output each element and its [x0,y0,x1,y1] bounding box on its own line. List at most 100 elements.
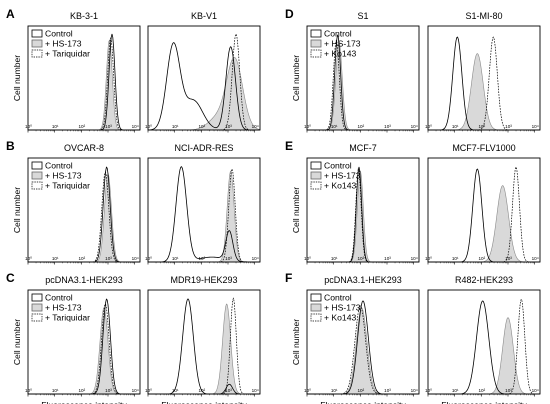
plot-frame [147,25,261,131]
histogram-panel-nci-adr-res: NCI-ADR-RES 10⁰ 10¹ 10² 10³ 10⁴ [145,143,261,265]
x-tick-label: 10⁰ [425,388,432,393]
x-tick-label: 10⁴ [532,256,539,261]
legend-label: + HS-173 [324,171,361,181]
legend-label: Control [45,293,73,303]
x-tick-label: 10⁴ [252,124,259,129]
x-tick-label: 10¹ [331,256,338,261]
legend-label: + HS-173 [324,39,361,49]
x-tick-label: 10² [199,256,206,261]
histogram-panel-mcf-7: MCF-7 10⁰ 10¹ 10² 10³ 10⁴ Control+ HS-173+ Ko1… [304,143,420,265]
legend-swatch-control [310,293,322,302]
x-tick-label: 10⁴ [132,256,139,261]
legend-label: + Ko143 [324,313,356,323]
histogram-panel-kb-v1: KB-V1 10⁰ 10¹ 10² 10³ 10⁴ [145,11,261,133]
legend-swatch-hs-173 [310,39,322,48]
legend-swatch-hs-173 [31,171,43,180]
x-tick-label: 10⁰ [145,256,152,261]
x-tick-label: 10³ [225,256,232,261]
panel-title: S1-MI-80 [465,11,502,21]
legend-swatch-tariquidar [31,49,43,58]
x-tick-label: 10² [479,388,486,393]
legend: Control+ HS-173+ Tariquidar [31,293,90,323]
legend: Control+ HS-173+ Tariquidar [31,161,90,191]
plot-frame [147,157,261,263]
x-tick-label: 10⁴ [132,388,139,393]
histogram-panel-mcf7-flv1000: MCF7-FLV1000 10⁰ 10¹ 10² 10³ 10⁴ [425,143,541,265]
plot-frame [427,25,541,131]
legend-swatch-control [310,29,322,38]
x-tick-label: 10⁰ [304,256,311,261]
plot-frame [27,157,141,263]
x-tick-label: 10⁴ [532,124,539,129]
histogram-panel-ovcar-8: OVCAR-8 10⁰ 10¹ 10² 10³ 10⁴ Control+ HS-173+ T… [25,143,141,265]
x-tick-label: 10⁴ [252,388,259,393]
x-tick-label: 10⁰ [145,124,152,129]
plot-frame [427,289,541,395]
legend-label: + HS-173 [45,171,82,181]
x-tick-label: 10³ [505,388,512,393]
series-control [148,166,260,263]
panel-title: NCI-ADR-RES [174,143,233,153]
panel-group-f: F Cell number pcDNA3.1-HEK293 10⁰ 10¹ 10² 10³ 1… [285,271,541,404]
x-tick-label: 10⁴ [411,388,418,393]
panel-title: MCF-7 [349,143,377,153]
x-tick-label: 10² [199,124,206,129]
legend-swatch-control [31,29,43,38]
x-tick-label: 10³ [384,388,391,393]
panel-group-b: B Cell number OVCAR-8 10⁰ 10¹ 10² 10³ 10⁴ Contro… [6,139,261,265]
x-tick-label: 10⁰ [425,124,432,129]
x-tick-label: 10² [79,388,86,393]
legend-swatch-tariquidar [31,313,43,322]
plot-frame [306,289,420,395]
y-axis-label: Cell number [291,187,301,233]
legend-swatch-hs-173 [31,39,43,48]
legend: Control+ HS-173+ Tariquidar [31,29,90,59]
x-tick-label: 10⁰ [304,388,311,393]
x-tick-label: 10³ [505,256,512,261]
panel-title: OVCAR-8 [64,143,104,153]
series-control [147,42,260,131]
y-axis-label: Cell number [291,319,301,365]
panel-letter: C [6,271,15,285]
legend-label: + Ko143 [324,181,356,191]
legend-swatch-hs-173 [310,303,322,312]
panel-title: pcDNA3.1-HEK293 [45,275,123,285]
legend-swatch-control [31,293,43,302]
x-tick-label: 10⁰ [304,124,311,129]
x-tick-label: 10¹ [331,388,338,393]
plot-frame [147,289,261,395]
x-tick-label: 10⁴ [132,124,139,129]
x-tick-label: 10¹ [172,256,179,261]
panel-letter: A [6,7,15,21]
histogram-panel-mdr19-hek293: MDR19-HEK293 10⁰ 10¹ 10² 10³ 10⁴ Fluorescence … [145,275,261,404]
x-tick-label: 10¹ [52,256,59,261]
panel-letter: D [285,7,294,21]
histogram-panel-s1: S1 10⁰ 10¹ 10² 10³ 10⁴ Control+ HS-173+ Ko143 [304,11,420,133]
legend-label: + HS-173 [45,39,82,49]
x-tick-label: 10⁴ [411,256,418,261]
x-tick-label: 10⁴ [532,388,539,393]
x-tick-label: 10¹ [172,388,179,393]
plot-frame [306,25,420,131]
panel-title: KB-V1 [191,11,217,21]
x-tick-label: 10⁰ [25,388,32,393]
legend-label: Control [324,293,352,303]
legend-label: Control [45,29,73,39]
x-tick-label: 10¹ [452,388,459,393]
panel-group-c: C Cell number pcDNA3.1-HEK293 10⁰ 10¹ 10² 10³ 1… [6,271,261,404]
panel-letter: F [285,271,292,285]
x-axis-label: Fluorescence intensity [41,400,127,404]
x-tick-label: 10³ [384,256,391,261]
legend-label: + HS-173 [45,303,82,313]
panel-title: KB-3-1 [70,11,98,21]
y-axis-label: Cell number [12,187,22,233]
x-tick-label: 10¹ [452,124,459,129]
x-tick-label: 10⁴ [411,124,418,129]
histogram-panel-pcdna3-1-hek293: pcDNA3.1-HEK293 10⁰ 10¹ 10² 10³ 10⁴ Fluorescen… [25,275,141,404]
histogram-panel-s1-mi-80: S1-MI-80 10⁰ 10¹ 10² 10³ 10⁴ [425,11,541,133]
x-tick-label: 10¹ [331,124,338,129]
x-tick-label: 10⁰ [25,124,32,129]
x-tick-label: 10² [479,256,486,261]
x-tick-label: 10³ [505,124,512,129]
